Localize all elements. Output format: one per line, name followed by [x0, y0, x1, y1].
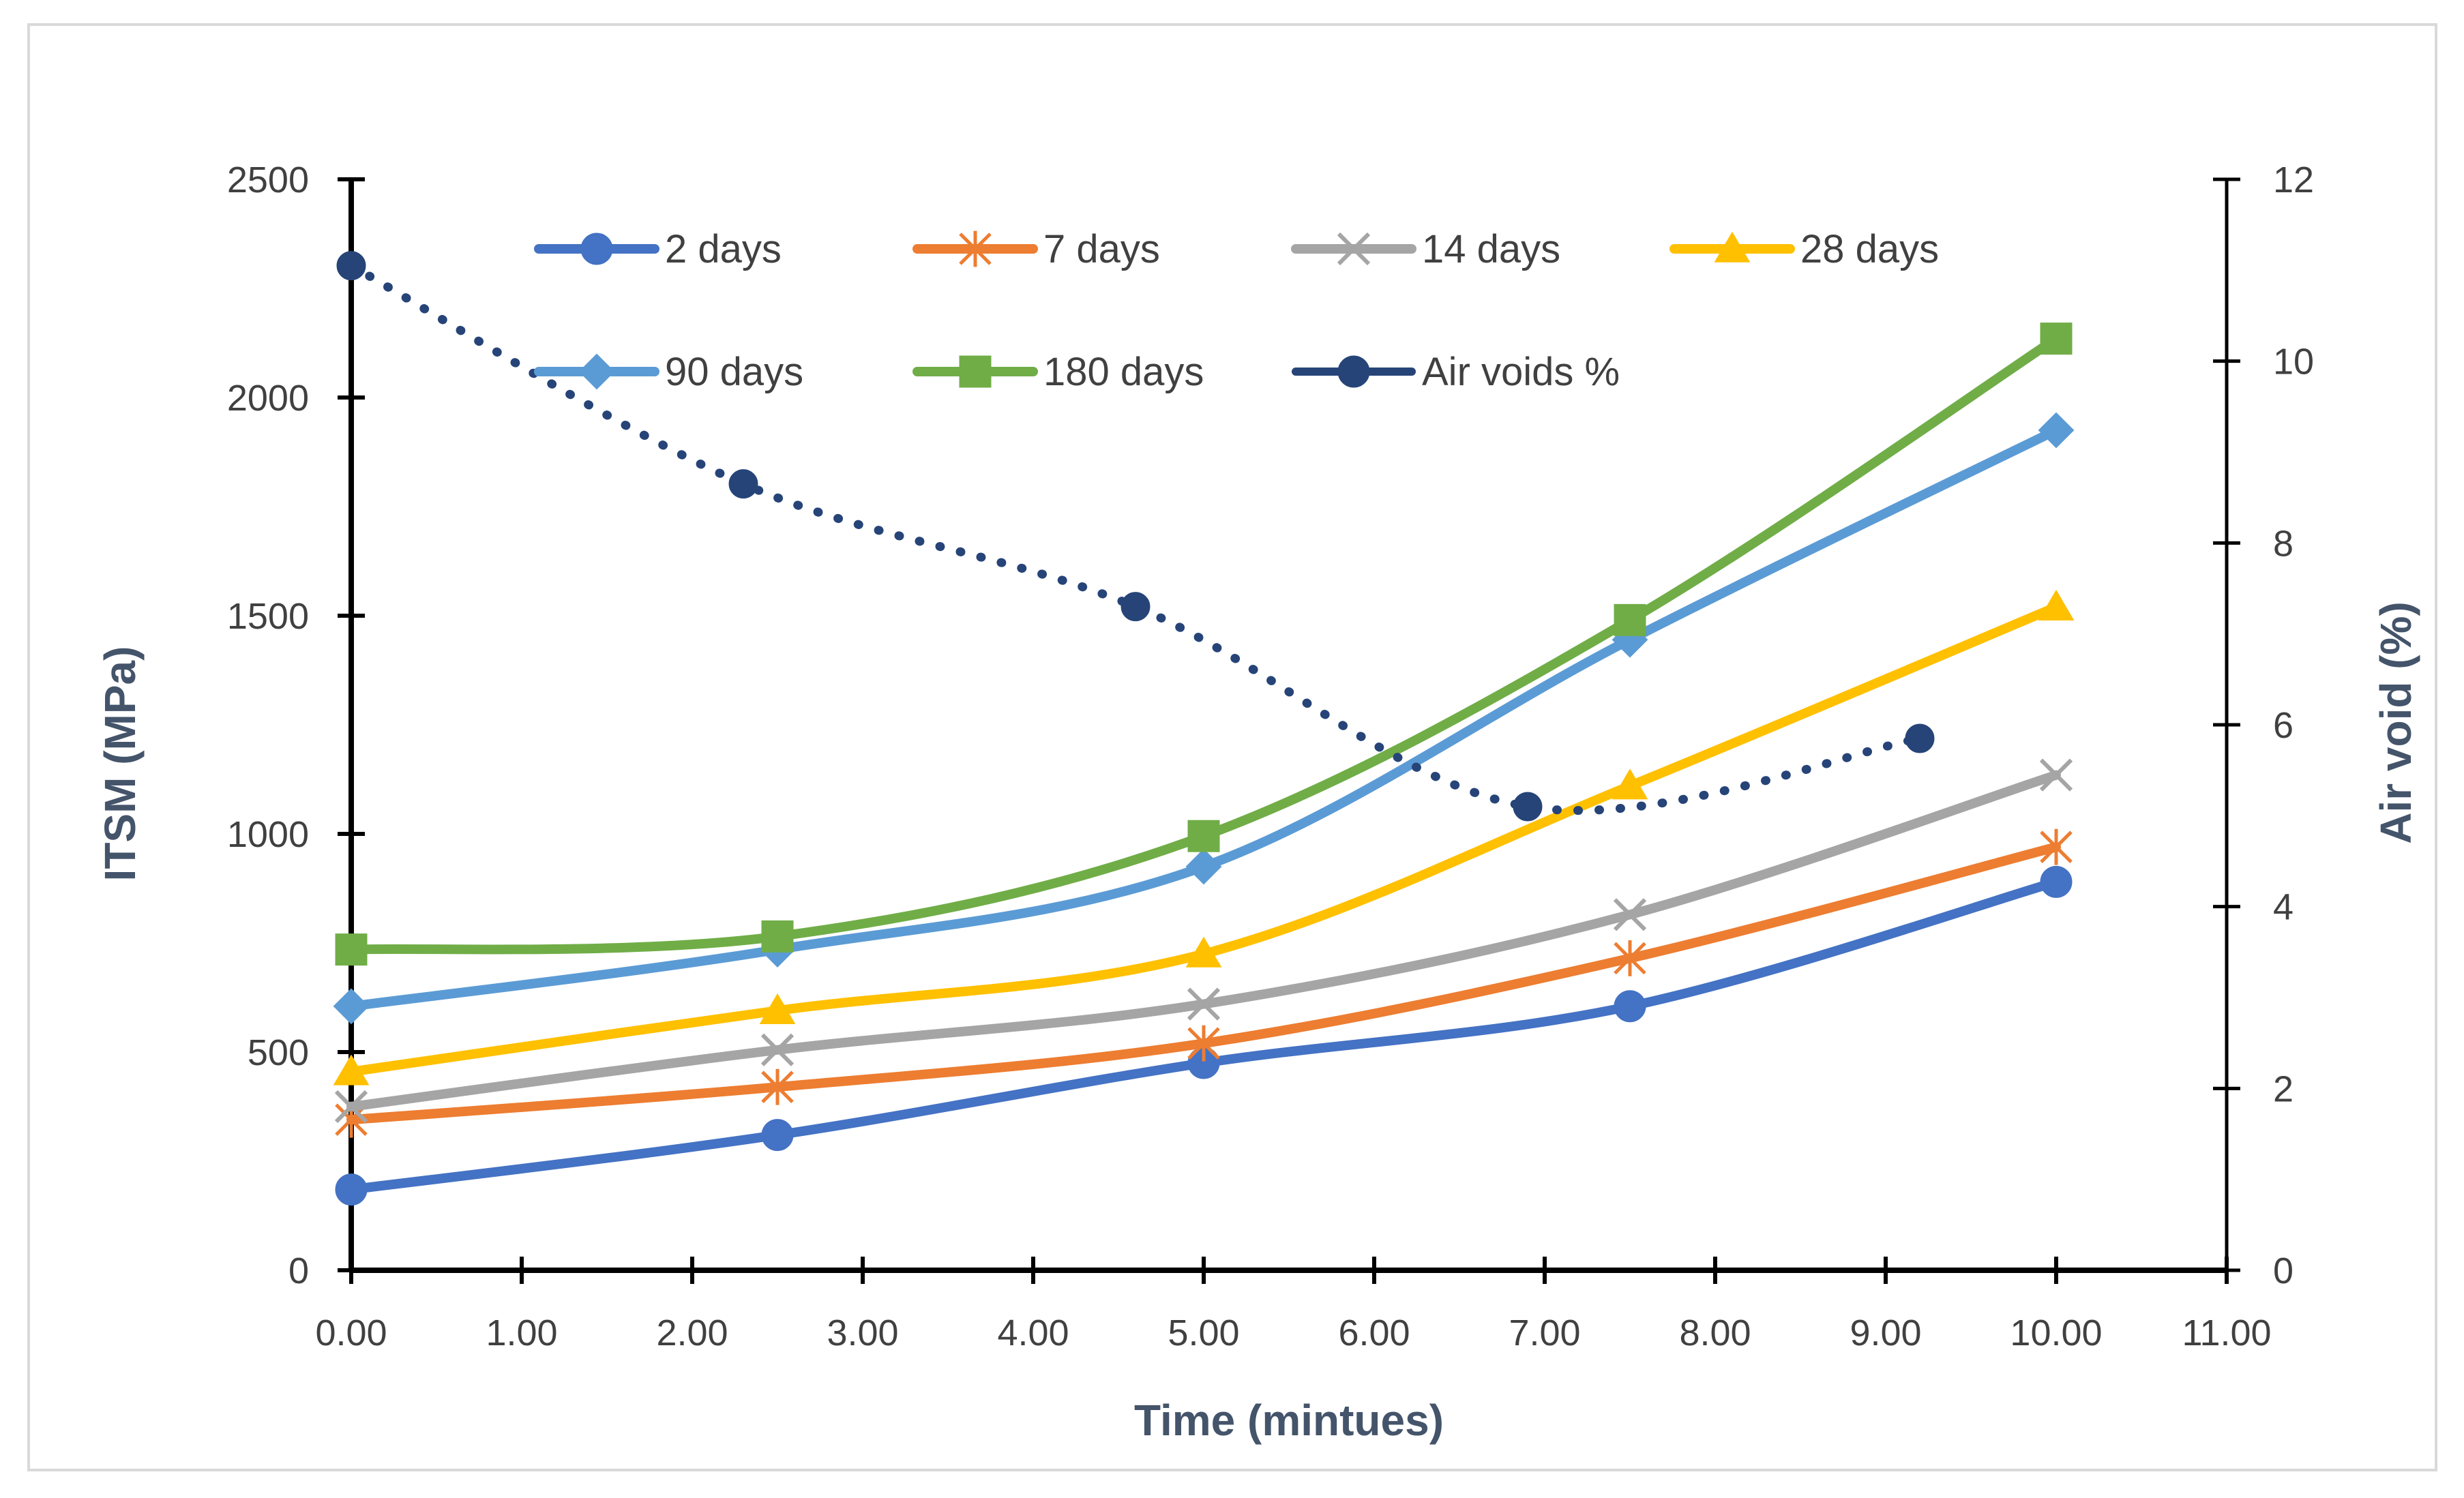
x-tick-label: 3.00: [827, 1313, 898, 1353]
y-tick-label: 1000: [227, 814, 309, 855]
legend-item-90-days: 90 days: [534, 350, 803, 394]
x-tick-label: 7.00: [1509, 1313, 1580, 1353]
data-point-90-days: [1185, 848, 1222, 885]
y2-tick-label: 10: [2273, 342, 2314, 383]
y2-tick-label: 0: [2273, 1250, 2294, 1291]
y2-tick-label: 8: [2273, 523, 2294, 564]
legend-marker: [578, 353, 615, 390]
data-point-28-days: [1612, 768, 1648, 800]
y-tick-label: 2500: [227, 160, 309, 200]
data-point-7-days: [1614, 940, 1646, 976]
data-point-90-days: [2038, 412, 2075, 449]
data-point-air-voids: [1905, 723, 1935, 753]
marker-stroke: [2039, 758, 2073, 792]
marker-stroke: [1337, 232, 1371, 266]
data-point-14-days: [1187, 987, 1221, 1021]
legend-label: 28 days: [1800, 227, 1939, 271]
data-point-7-days: [761, 1068, 794, 1105]
legend-marker: [1337, 232, 1371, 266]
data-point-28-days: [1185, 936, 1222, 968]
data-point-28-days: [333, 1054, 370, 1085]
y2-tick-label: 12: [2273, 160, 2314, 200]
data-point-2-days: [335, 1173, 368, 1206]
legend-item-14-days: 14 days: [1291, 227, 1560, 271]
y-tick-label: 500: [248, 1032, 309, 1073]
y2-tick-label: 2: [2273, 1068, 2294, 1109]
x-tick-label: 2.00: [656, 1313, 728, 1353]
data-point-14-days: [334, 1090, 368, 1124]
data-point-180-days: [2040, 323, 2073, 355]
legend-item-7-days: 7 days: [912, 227, 1160, 271]
legend-label: 7 days: [1043, 227, 1160, 271]
data-point-14-days: [760, 1033, 795, 1066]
data-point-90-days: [333, 988, 370, 1025]
data-point-180-days: [1187, 820, 1220, 852]
series-28-days: [333, 589, 2075, 1085]
y2-tick-label: 6: [2273, 705, 2294, 746]
data-point-7-days: [1187, 1025, 1220, 1062]
legend-marker: [959, 230, 992, 267]
legend-marker: [959, 355, 992, 388]
data-point-180-days: [335, 933, 368, 966]
data-point-180-days: [761, 920, 794, 953]
legend-label: Air voids %: [1422, 350, 1620, 394]
legend-marker: [1337, 355, 1370, 388]
series-2-days: [335, 865, 2073, 1206]
data-point-2-days: [1614, 990, 1646, 1023]
data-point-28-days: [759, 993, 796, 1024]
x-tick-label: 11.00: [2182, 1313, 2271, 1353]
legend-item-180-days: 180 days: [912, 350, 1204, 394]
marker-stroke: [334, 1090, 368, 1124]
data-point-air-voids: [336, 251, 366, 281]
legend-item-2-days: 2 days: [534, 227, 782, 271]
legend-item-28-days: 28 days: [1669, 227, 1939, 271]
x-tick-label: 1.00: [486, 1313, 557, 1353]
data-point-14-days: [1613, 898, 1647, 931]
data-point-7-days: [2040, 828, 2073, 865]
data-point-2-days: [2040, 865, 2073, 898]
legend-label: 180 days: [1043, 350, 1204, 394]
marker-stroke: [1187, 987, 1221, 1021]
x-tick-label: 10.00: [2010, 1313, 2102, 1353]
series-180-days: [335, 323, 2073, 966]
y-axis-title: ITSM (MPa): [95, 646, 145, 882]
x-tick-label: 0.00: [315, 1313, 387, 1353]
series-14-days: [334, 758, 2073, 1124]
legend-label: 14 days: [1422, 227, 1560, 271]
data-point-air-voids: [1120, 592, 1151, 622]
data-point-14-days: [2039, 758, 2073, 792]
marker-stroke: [760, 1033, 795, 1066]
legend-marker: [1714, 231, 1751, 263]
y-tick-label: 1500: [227, 596, 309, 637]
x-tick-label: 5.00: [1168, 1313, 1239, 1353]
data-point-28-days: [2038, 589, 2075, 620]
chart-border: [27, 23, 2437, 1471]
x-tick-label: 4.00: [997, 1313, 1069, 1353]
x-tick-label: 9.00: [1850, 1313, 1921, 1353]
series-line-air-voids: [346, 261, 1925, 815]
legend-label: 2 days: [665, 227, 782, 271]
x-tick-label: 8.00: [1679, 1313, 1751, 1353]
data-point-air-voids: [728, 469, 758, 499]
legend-item-air-voids: Air voids %: [1292, 350, 1620, 394]
x-axis-title: Time (mintues): [1134, 1396, 1444, 1445]
data-point-air-voids: [1513, 792, 1543, 822]
legend-marker: [580, 233, 613, 265]
data-point-180-days: [1614, 603, 1646, 636]
y2-tick-label: 4: [2273, 887, 2294, 928]
x-tick-label: 6.00: [1338, 1313, 1410, 1353]
y-tick-label: 2000: [227, 378, 309, 419]
y-tick-label: 0: [288, 1250, 309, 1291]
data-point-2-days: [761, 1119, 794, 1152]
series-air-voids: [336, 251, 1935, 822]
marker-stroke: [1613, 898, 1647, 931]
legend-label: 90 days: [665, 350, 803, 394]
y2-axis-title: Air void (%): [2371, 601, 2420, 844]
